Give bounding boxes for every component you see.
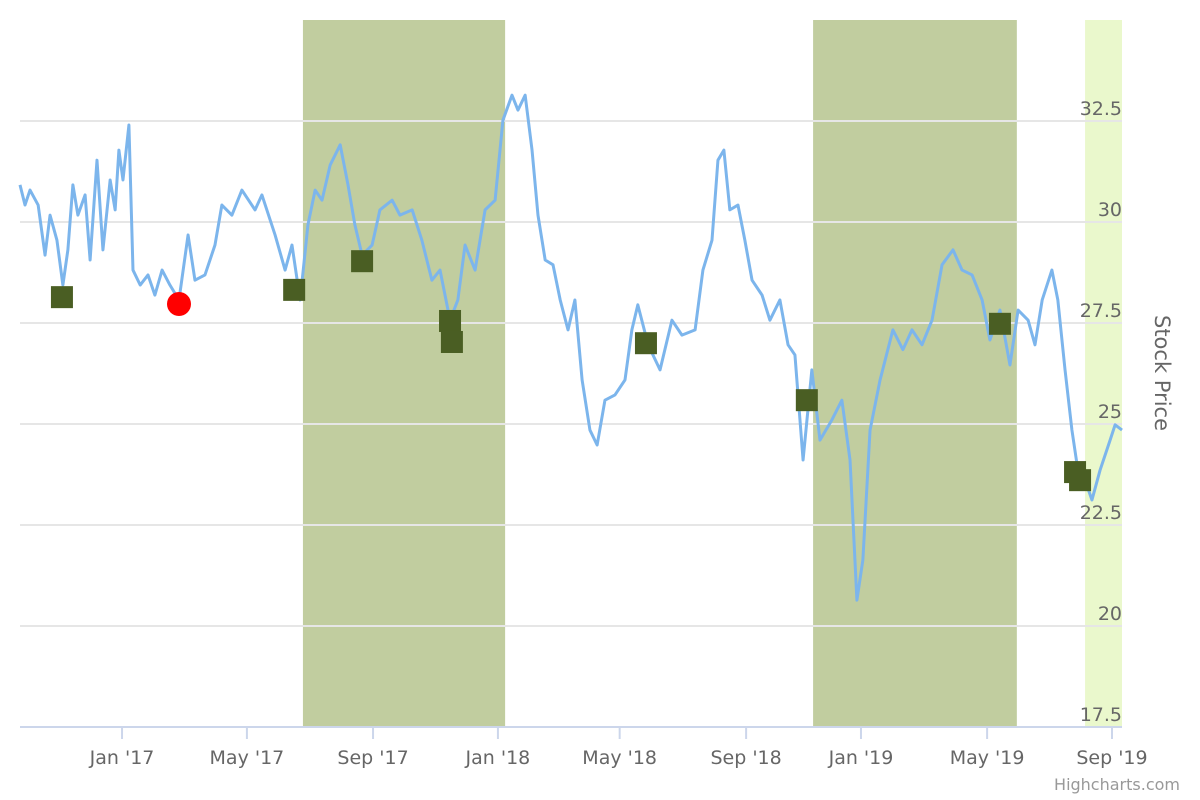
event-marker <box>1069 469 1092 492</box>
event-marker <box>988 312 1011 335</box>
x-tick-label: Jan '18 <box>465 747 531 769</box>
event-marker <box>634 332 657 355</box>
plot-band <box>302 20 506 727</box>
y-axis-title: Stock Price <box>1150 315 1174 431</box>
x-tick-label: Jan '19 <box>828 747 894 769</box>
x-tick-label: Sep '17 <box>337 747 408 769</box>
y-tick-label: 20 <box>1098 603 1122 625</box>
x-tick-label: May '17 <box>210 747 285 769</box>
event-marker <box>795 389 818 412</box>
event-marker <box>50 286 73 309</box>
event-marker <box>351 250 374 273</box>
y-tick-label: 27.5 <box>1080 300 1122 322</box>
x-tick-label: Sep '18 <box>710 747 781 769</box>
x-tick-label: May '18 <box>582 747 657 769</box>
x-tick-label: Jan '17 <box>89 747 155 769</box>
event-marker <box>283 278 306 301</box>
y-tick-label: 25 <box>1098 401 1122 423</box>
price-line <box>18 93 1123 602</box>
event-marker <box>166 292 191 317</box>
x-tick-label: May '19 <box>950 747 1025 769</box>
event-marker <box>440 330 463 353</box>
plot-band <box>1085 20 1122 727</box>
y-tick-label: 22.5 <box>1080 502 1122 524</box>
y-tick-label: 30 <box>1098 199 1122 221</box>
event-marker <box>439 309 462 332</box>
plot-band <box>813 20 1017 727</box>
y-tick-label: 17.5 <box>1080 704 1122 726</box>
x-tick-label: Sep '19 <box>1076 747 1147 769</box>
credit[interactable]: Highcharts.com <box>1054 775 1180 794</box>
y-tick-label: 32.5 <box>1080 98 1122 120</box>
